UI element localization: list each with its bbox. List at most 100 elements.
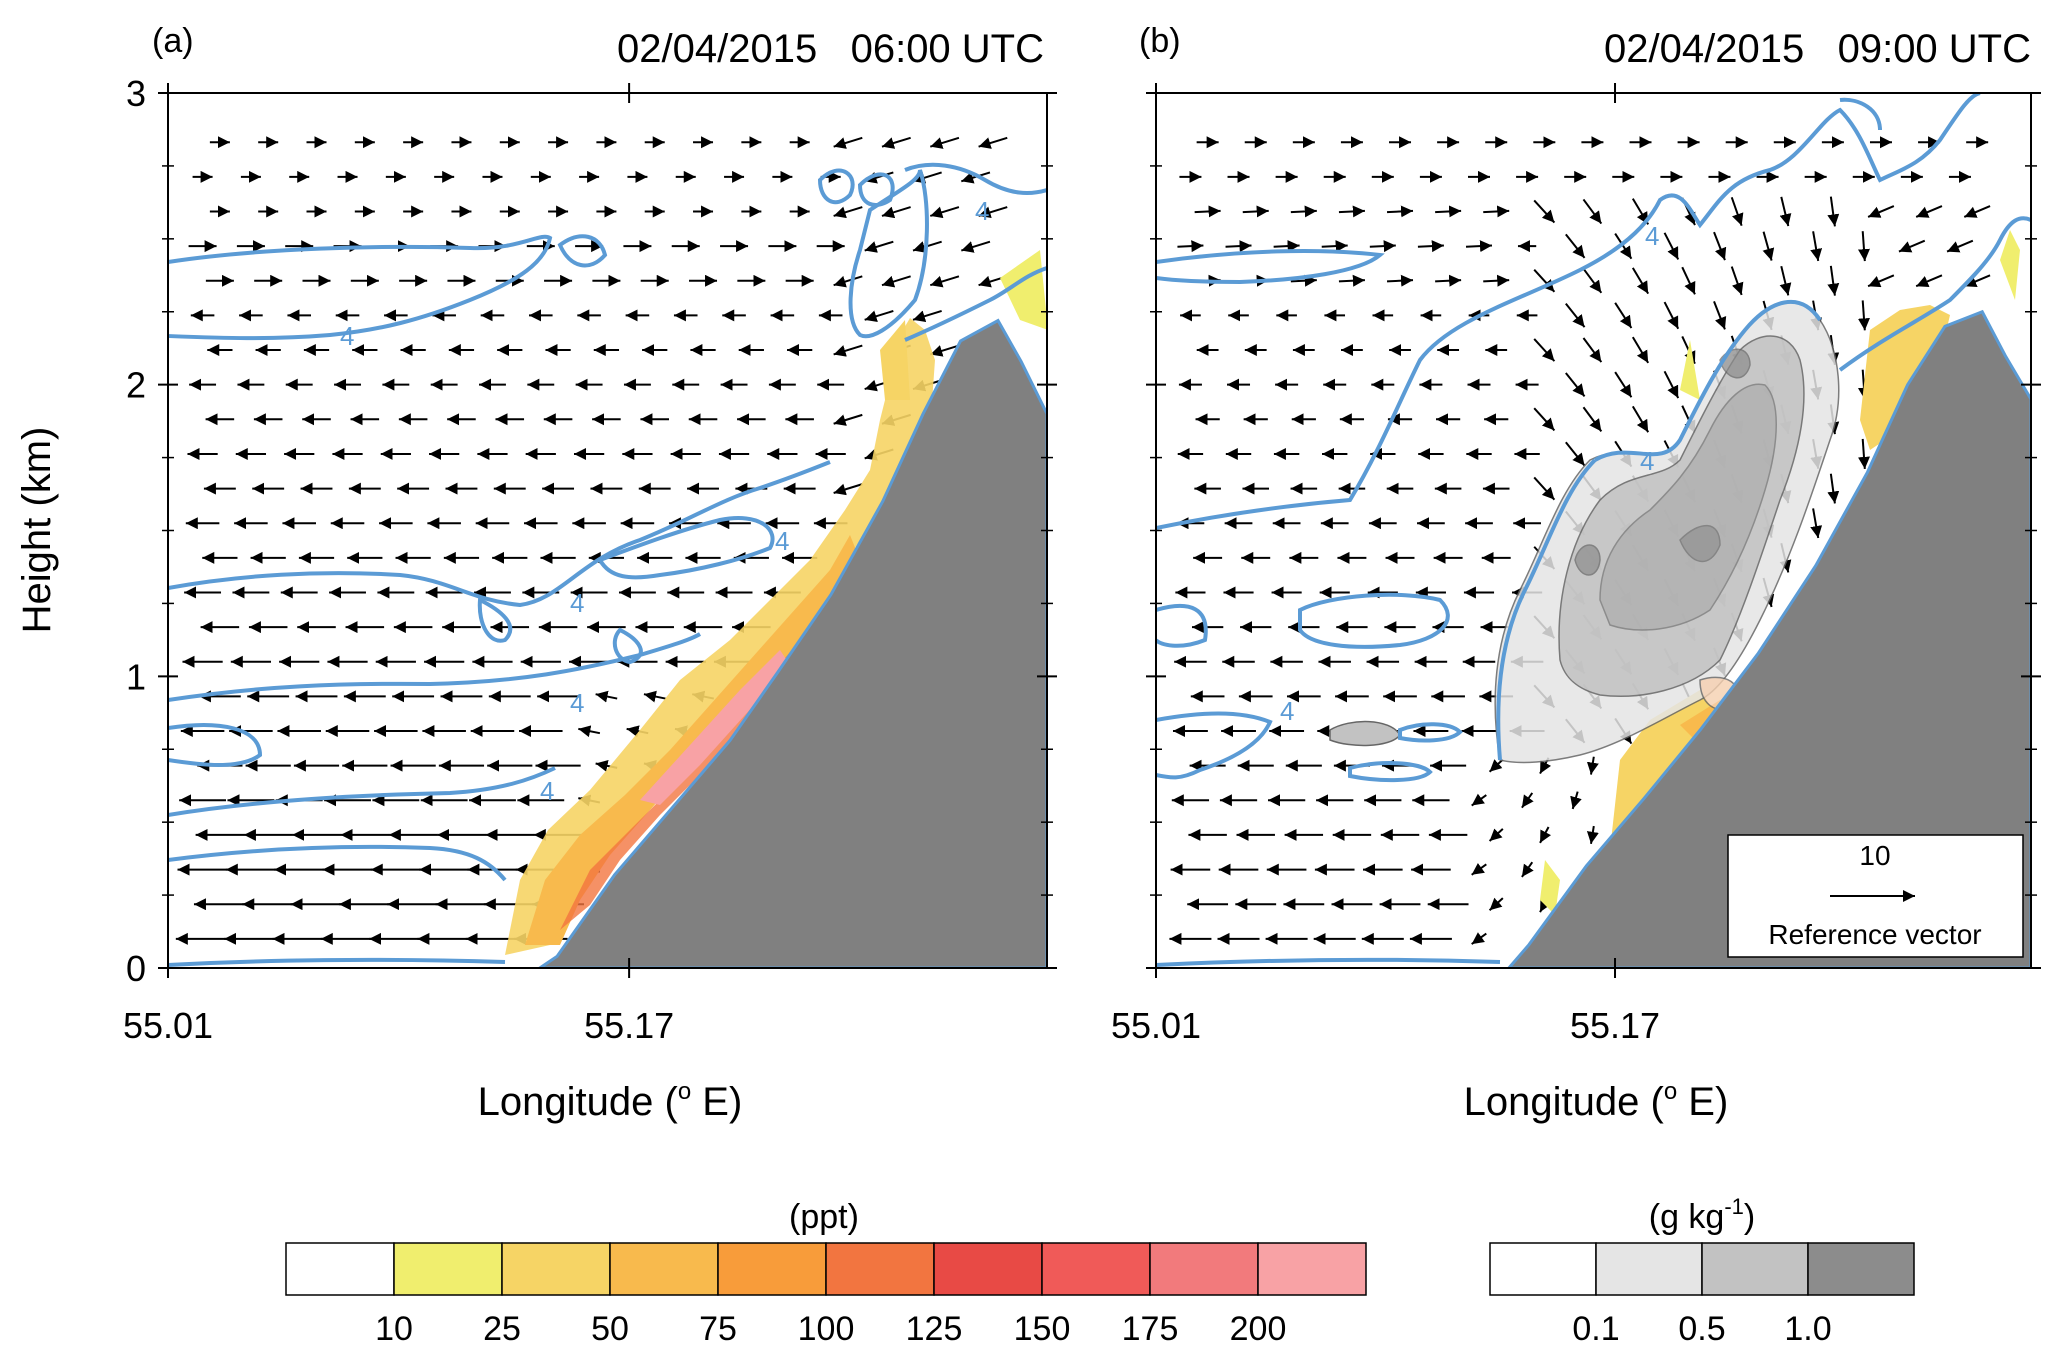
wind-vector [929, 206, 960, 219]
wind-vector [833, 136, 863, 149]
wind-vector [833, 206, 863, 219]
colorbar-cloud-labels: 0.1 0.5 1.0 [1572, 1310, 1831, 1348]
wind-vector [1713, 231, 1727, 261]
ytick-label: 0 [126, 948, 146, 989]
wind-vector [1483, 205, 1510, 218]
wind-vector [1435, 274, 1462, 287]
colorbar-tick-label: 175 [1122, 1310, 1179, 1348]
colorbar-box [501, 1242, 611, 1296]
panel-a-terrain [537, 318, 1047, 968]
wind-vector [1338, 205, 1365, 218]
colorbar-cloud: (g kg-1) 0.1 0.5 1.0 [1489, 1194, 1915, 1348]
colorbar-tick-label: 50 [591, 1310, 629, 1348]
wind-vector [1369, 240, 1396, 253]
wind-vector [929, 136, 960, 149]
colorbar-box [1257, 1242, 1367, 1296]
wind-vector [1338, 274, 1365, 287]
wind-vector [929, 344, 960, 357]
wind-vector [961, 240, 991, 253]
ytick-label: 3 [126, 73, 146, 114]
colorbar-concentration-labels: 10 25 50 75 100 125 150 175 200 [375, 1310, 1286, 1348]
wind-vector [1663, 232, 1680, 260]
wind-vector [1533, 338, 1556, 362]
colorbar-box [1595, 1242, 1703, 1296]
colorbar-box [393, 1242, 503, 1296]
colorbar-box [1149, 1242, 1259, 1296]
wind-vector [1565, 372, 1586, 398]
xtick-label: 55.01 [1111, 1005, 1201, 1046]
ytick-label: 1 [126, 656, 146, 697]
colorbar-box [1701, 1242, 1809, 1296]
panel-b: (b) 02/04/2015 09:00 UTC [1111, 22, 2041, 1124]
wind-vector [1827, 265, 1840, 296]
wind-vector [1614, 302, 1633, 329]
wind-vector [1565, 441, 1586, 467]
ytick-label: 2 [126, 365, 146, 406]
panel-a-contour-label-3: 4 [570, 688, 584, 718]
colorbar-box [717, 1242, 827, 1296]
wind-vector [1713, 301, 1727, 330]
wind-vector [1663, 301, 1680, 330]
panel-a-ylabel: Height (km) [15, 427, 59, 634]
panel-a-contour-label-4: 4 [540, 776, 554, 806]
xtick-label: 55.17 [1570, 1005, 1660, 1046]
wind-vector [1779, 265, 1792, 296]
wind-vector [978, 136, 1008, 149]
wind-vector [1471, 793, 1487, 807]
colorbar-box [1041, 1242, 1151, 1296]
wind-vector [1539, 826, 1552, 844]
colorbar-tick-label: 125 [906, 1310, 963, 1348]
wind-vector [1533, 476, 1556, 501]
colorbar-box [285, 1242, 395, 1296]
wind-vector [1471, 862, 1487, 876]
wind-vector [1857, 438, 1870, 469]
panel-a-label: (a) [152, 22, 194, 60]
wind-vector [1488, 828, 1504, 842]
wind-vector [1435, 205, 1462, 218]
panel-b-contour-label-2: 4 [1645, 221, 1659, 251]
xtick-label: 55.17 [584, 1005, 674, 1046]
panel-a-contour-label-1: 4 [340, 321, 354, 351]
colorbar-tick-label: 100 [798, 1310, 855, 1348]
wind-vector [1779, 196, 1792, 227]
wind-vector [881, 136, 911, 149]
wind-vector [1386, 205, 1414, 218]
wind-vector [1867, 205, 1895, 218]
wind-vector [1810, 231, 1823, 262]
wind-vector [1681, 266, 1696, 295]
wind-vector [929, 275, 960, 288]
wind-vector [1488, 897, 1504, 912]
wind-vector [1177, 240, 1204, 253]
wind-vector [1663, 370, 1680, 399]
wind-vector [1762, 231, 1775, 261]
wind-vector [1857, 300, 1870, 331]
wind-vector [1194, 205, 1221, 218]
colorbar-cloud-boxes [1489, 1242, 1915, 1296]
panel-b-contours [1156, 93, 2031, 967]
wind-vector [1586, 825, 1599, 844]
wind-vector [1857, 231, 1870, 262]
wind-vector [864, 240, 894, 253]
wind-vector [1533, 199, 1556, 224]
wind-vector [1565, 233, 1586, 259]
wind-vector [1631, 336, 1650, 364]
wind-vector [1242, 205, 1269, 218]
wind-vector [1290, 205, 1317, 218]
wind-vector [912, 310, 942, 323]
reference-vector-box: 10 Reference vector [1727, 834, 2024, 958]
wind-vector [1488, 758, 1504, 773]
colorbar-concentration-boxes [285, 1242, 1367, 1296]
wind-vector [864, 310, 894, 323]
wind-vector [1533, 268, 1556, 293]
wind-vector [1321, 240, 1348, 253]
wind-vector [1386, 274, 1414, 287]
wind-vector [1582, 337, 1603, 363]
panel-a-contour-label-2: 4 [570, 588, 584, 618]
wind-vector [1471, 932, 1487, 945]
wind-vector [1521, 792, 1534, 809]
wind-vector [1465, 240, 1493, 253]
wind-vector [1582, 198, 1603, 225]
panel-a-concentration-shading [505, 250, 1047, 955]
colorbar-concentration-unit: (ppt) [789, 1198, 859, 1236]
